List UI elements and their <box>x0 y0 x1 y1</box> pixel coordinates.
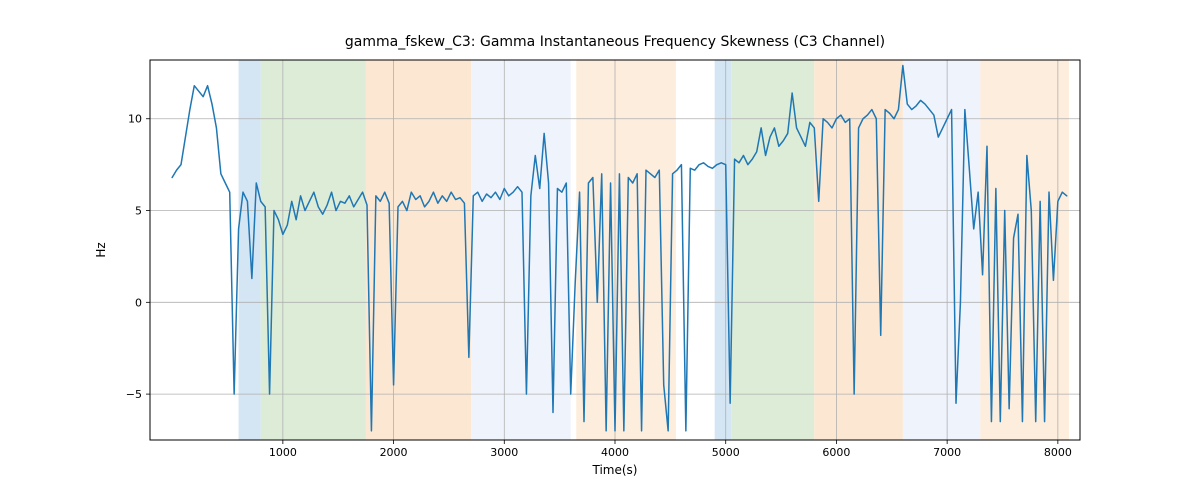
y-tick-label: 10 <box>128 113 142 126</box>
region-band <box>715 60 732 440</box>
x-tick-label: 6000 <box>822 446 850 459</box>
region-band <box>366 60 471 440</box>
y-tick-label: 0 <box>135 296 142 309</box>
region-band <box>903 60 981 440</box>
region-bands <box>239 60 1069 440</box>
y-axis-label: Hz <box>94 242 108 257</box>
region-band <box>261 60 366 440</box>
x-axis-label: Time(s) <box>592 463 638 477</box>
chart-container: 1000 2000 3000 4000 5000 6000 7000 8000 −5 0 5 10 Ti… <box>0 0 1200 500</box>
region-band <box>814 60 903 440</box>
x-tick-label: 4000 <box>601 446 629 459</box>
x-tick-label: 3000 <box>490 446 518 459</box>
chart-svg: 1000 2000 3000 4000 5000 6000 7000 8000 −5 0 5 10 Ti… <box>0 0 1200 500</box>
y-tick-label: 5 <box>135 205 142 218</box>
x-tick-label: 5000 <box>712 446 740 459</box>
x-tick-label: 7000 <box>933 446 961 459</box>
chart-title: gamma_fskew_C3: Gamma Instantaneous Freq… <box>345 34 885 50</box>
x-tick-label: 2000 <box>380 446 408 459</box>
y-tick-label: −5 <box>126 388 142 401</box>
x-tick-label: 8000 <box>1044 446 1072 459</box>
region-band <box>731 60 814 440</box>
x-tick-label: 1000 <box>269 446 297 459</box>
